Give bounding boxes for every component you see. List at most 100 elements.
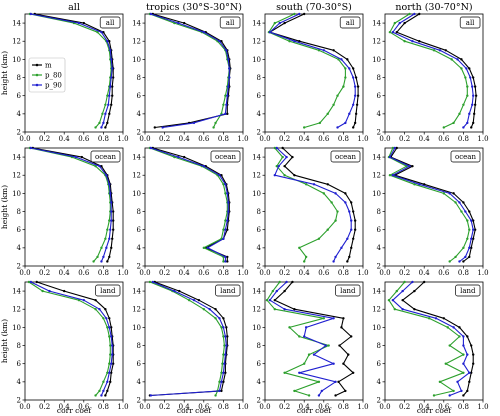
- y-tick-label: 12: [12, 38, 21, 46]
- data-point: [104, 394, 107, 397]
- data-point: [438, 49, 442, 52]
- data-point: [224, 192, 227, 195]
- column-title: north (30-70°N): [395, 2, 472, 13]
- data-point: [224, 219, 227, 222]
- data-point: [466, 335, 469, 338]
- data-point: [98, 389, 101, 393]
- data-point: [472, 94, 475, 97]
- data-point: [225, 103, 228, 106]
- data-point: [466, 219, 469, 222]
- data-point: [106, 260, 109, 263]
- data-point: [173, 289, 176, 293]
- data-point: [202, 30, 205, 34]
- y-tick-label: 14: [132, 19, 141, 27]
- data-point: [340, 58, 343, 61]
- y-tick-label: 2: [17, 262, 21, 270]
- data-point: [220, 380, 223, 384]
- data-point: [352, 126, 355, 129]
- y-tick-label: 2: [137, 128, 141, 136]
- data-point: [472, 112, 476, 116]
- data-point: [220, 174, 223, 177]
- column-title: tropics (30°S-30°N): [146, 2, 242, 13]
- data-point: [356, 94, 360, 97]
- series-line-p-90: [392, 13, 474, 128]
- data-point: [151, 280, 155, 284]
- x-tick-label: 0.2: [39, 269, 50, 277]
- data-point: [388, 30, 392, 34]
- data-point: [100, 164, 103, 168]
- y-tick-label: 14: [252, 19, 261, 27]
- data-point: [473, 228, 477, 231]
- data-point: [317, 49, 321, 52]
- data-point: [275, 146, 278, 150]
- data-point: [423, 183, 426, 186]
- data-point: [474, 94, 478, 97]
- data-point: [413, 183, 416, 186]
- data-point: [352, 67, 355, 70]
- data-point: [388, 174, 392, 177]
- data-point: [105, 174, 108, 177]
- data-point: [298, 335, 301, 338]
- row-tag: all: [466, 19, 475, 27]
- data-point: [472, 219, 475, 222]
- legend-label: p_90: [45, 82, 62, 90]
- data-point: [265, 298, 269, 302]
- data-point: [278, 280, 281, 284]
- y-tick-label: 4: [377, 244, 382, 252]
- y-tick-label: 12: [252, 172, 261, 180]
- data-point: [222, 317, 225, 320]
- data-point: [108, 326, 111, 329]
- data-point: [312, 183, 316, 186]
- data-point: [332, 362, 335, 365]
- data-point: [348, 210, 351, 213]
- x-axis-label: corr coef: [57, 406, 92, 415]
- data-point: [275, 164, 278, 168]
- data-point: [466, 389, 469, 393]
- data-point: [100, 30, 103, 34]
- data-point: [214, 394, 217, 397]
- data-point: [346, 58, 349, 61]
- data-point: [77, 21, 81, 25]
- data-point: [338, 344, 341, 347]
- data-point: [224, 371, 227, 374]
- data-point: [468, 210, 471, 213]
- row-tag-box: [459, 16, 481, 29]
- x-tick-label: 1.0: [477, 403, 488, 411]
- data-point: [293, 389, 296, 393]
- data-point: [448, 192, 451, 195]
- data-point: [100, 394, 103, 397]
- series-line-p-80: [29, 13, 112, 128]
- x-tick-label: 0.6: [438, 269, 450, 277]
- data-point: [448, 344, 451, 347]
- x-tick-label: 0.0: [259, 403, 270, 411]
- x-tick-label: 0.6: [198, 269, 210, 277]
- data-point: [442, 192, 445, 195]
- data-point: [100, 246, 103, 250]
- data-point: [225, 326, 228, 329]
- data-point: [268, 30, 272, 34]
- data-point: [298, 371, 301, 374]
- data-point: [303, 126, 306, 129]
- y-tick-label: 6: [377, 360, 382, 368]
- y-tick-label: 12: [132, 306, 141, 314]
- data-point: [288, 40, 291, 43]
- data-point: [348, 67, 351, 70]
- data-point: [395, 289, 398, 293]
- data-point: [353, 228, 357, 231]
- series-line-p-80: [388, 281, 464, 397]
- data-point: [271, 289, 275, 293]
- y-tick-label: 10: [12, 324, 21, 332]
- data-point: [472, 228, 475, 231]
- data-point: [340, 326, 343, 329]
- x-tick-label: 0.2: [279, 135, 290, 143]
- y-tick-label: 6: [137, 226, 142, 234]
- data-point: [470, 126, 473, 129]
- data-point: [222, 326, 225, 329]
- series-line-p-80: [29, 147, 111, 262]
- data-point: [448, 260, 451, 263]
- x-tick-label: 0.4: [179, 403, 191, 411]
- x-tick-label: 1.0: [237, 269, 248, 277]
- data-point: [462, 246, 465, 250]
- data-point: [452, 121, 455, 125]
- y-tick-label: 6: [257, 360, 262, 368]
